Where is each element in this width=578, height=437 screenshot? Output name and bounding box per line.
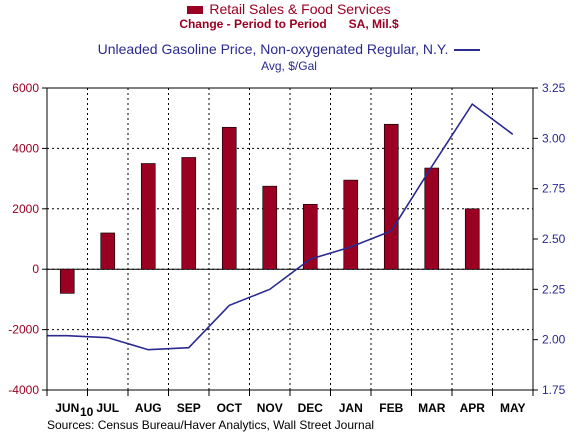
bar-dec [302, 203, 318, 270]
right-tick-label: 1.75 [542, 383, 566, 397]
x-label-feb: FEB [379, 401, 403, 415]
right-tick-label: 3.00 [542, 131, 566, 145]
legend-bar-subtitle: Change - Period to Period SA, Mil.$ [0, 17, 578, 31]
year-label: 10 [80, 405, 94, 419]
bar-feb [383, 123, 399, 270]
right-tick-label: 3.25 [542, 81, 566, 95]
x-label-jun: JUN [55, 401, 79, 415]
x-label-aug: AUG [135, 401, 162, 415]
legend-bar-series: Retail Sales & Food Services [0, 1, 578, 17]
source-note: Sources: Census Bureau/Haver Analytics, … [47, 418, 375, 432]
bar-jan [343, 179, 359, 270]
line-legend-swatch [454, 49, 481, 52]
x-label-jul: JUL [96, 401, 119, 415]
right-tick-label: 2.25 [542, 282, 566, 296]
x-label-dec: DEC [298, 401, 324, 415]
bar-jul [100, 232, 116, 270]
bar-mar [424, 167, 440, 270]
left-tick-label: 4000 [12, 141, 39, 155]
x-label-apr: APR [460, 401, 486, 415]
x-label-mar: MAR [418, 401, 446, 415]
bar-jun [59, 268, 75, 294]
gasoline-price-line [47, 102, 514, 351]
bar-series-sub-a: Change - Period to Period [179, 17, 327, 31]
x-label-may: MAY [500, 401, 526, 415]
left-tick-label: 0 [32, 262, 39, 276]
right-tick-label: 2.75 [542, 182, 566, 196]
left-tick-label: 2000 [12, 202, 39, 216]
left-tick-label: -4000 [8, 383, 39, 397]
bar-nov [262, 185, 278, 270]
bar-apr [464, 208, 480, 270]
x-label-sep: SEP [177, 401, 201, 415]
left-tick-label: -2000 [8, 323, 39, 337]
left-tick-label: 6000 [12, 81, 39, 95]
right-tick-label: 2.00 [542, 333, 566, 347]
bar-series-sub-b: SA, Mil.$ [348, 17, 399, 31]
right-tick-label: 2.50 [542, 232, 566, 246]
x-label-oct: OCT [217, 401, 243, 415]
bar-sep [181, 157, 197, 270]
line-series-title: Unleaded Gasoline Price, Non-oxygenated … [97, 41, 449, 57]
x-label-jan: JAN [339, 401, 363, 415]
bar-aug [140, 163, 156, 270]
bar-legend-swatch [187, 6, 204, 15]
x-label-nov: NOV [257, 401, 283, 415]
bar-series-title: Retail Sales & Food Services [209, 1, 391, 17]
legend-line-series: Unleaded Gasoline Price, Non-oxygenated … [0, 41, 578, 57]
legend-line-subtitle: Avg, $/Gal [261, 59, 317, 73]
bar-oct [221, 126, 237, 270]
